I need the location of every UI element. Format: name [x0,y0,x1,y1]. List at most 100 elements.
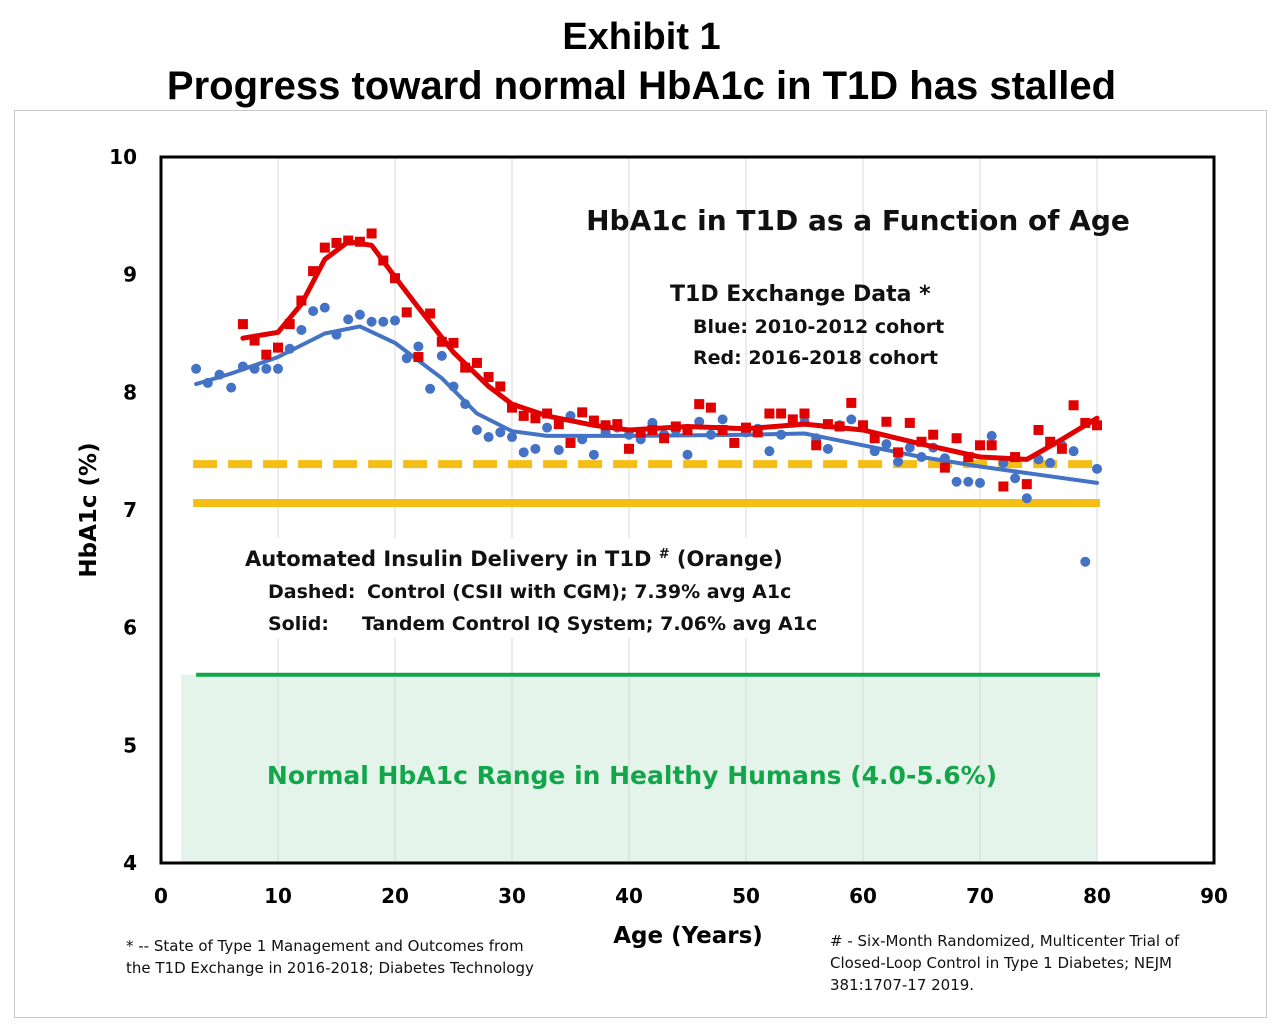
red-point [869,433,880,444]
blue-point [553,444,564,455]
y-tick-label: 8 [123,380,137,404]
dashed-description: Control (CSII with CGM); 7.39% avg A1c [367,581,791,603]
blue-point [354,309,365,320]
blue-point [986,430,997,441]
y-tick-label: 9 [123,263,137,287]
red-point [975,440,985,451]
red-point [1092,420,1102,431]
solid-description: Tandem Control IQ System; 7.06% avg A1c [362,613,817,635]
red-point [425,308,436,319]
footnote-left-line2: the T1D Exchange in 2016-2018; Diabetes … [126,959,534,977]
red-point [530,413,541,424]
x-tick-label: 60 [849,884,877,908]
x-tick-label: 40 [615,884,643,908]
blue-point [1021,493,1032,504]
footnote-right-line2: Closed-Loop Control in Type 1 Diabetes; … [830,954,1172,972]
red-point [659,433,670,444]
red-point [764,408,775,419]
footnote-right-line1: # - Six-Month Randomized, Multicenter Tr… [830,932,1180,950]
red-point [588,415,599,426]
blue-point [1080,556,1091,567]
y-tick-label: 6 [123,616,137,640]
chart-frame [14,110,1267,1018]
blue-point [1010,473,1021,484]
chart-title: HbA1c in T1D as a Function of Age [586,204,1130,237]
red-point [963,452,974,463]
red-point [436,336,447,347]
red-point [881,416,892,427]
blue-point [764,446,775,457]
x-tick-label: 90 [1200,884,1228,908]
red-point [1021,479,1032,490]
blue-point [1068,446,1079,457]
red-point [624,443,634,454]
red-point [577,407,588,418]
blue-point [588,449,599,460]
red-point [729,437,740,448]
data-layer [191,228,1102,567]
red-point [308,266,319,277]
blue-point [881,439,892,450]
red-point [1033,424,1044,435]
legend-heading: T1D Exchange Data * [670,282,931,307]
red-point [1068,400,1079,411]
solid-label: Solid: [268,613,329,635]
red-point [705,402,716,413]
blue-point [682,449,693,460]
red-point [694,399,705,410]
blue-point [518,447,529,458]
red-point [483,372,494,383]
blue-point [308,306,319,317]
red-point [752,427,763,438]
x-tick-label: 0 [154,884,168,908]
aid-title: Automated Insulin Delivery in T1D # (Ora… [245,547,783,571]
aid-footnote-mark: # [659,547,670,562]
red-point [553,419,564,430]
blue-point [893,456,904,467]
red-point [811,440,822,451]
red-point [799,408,810,419]
dashed-label: Dashed: [268,581,356,603]
axes-layer: 0 10 20 30 40 50 60 70 80 90 4 5 6 7 8 9 10 Age (Years) Hb… [76,145,1228,949]
red-point [261,349,272,360]
footnote-left: * -- State of Type 1 Management and Outc… [126,935,534,979]
blue-point [191,363,202,374]
blue-point [822,443,833,454]
blue-point [319,302,330,313]
red-point [401,307,412,318]
red-point [565,437,576,448]
blue-point [425,383,436,394]
red-point [858,420,868,431]
red-point [928,429,939,440]
blue-point [542,422,553,433]
red-point [471,357,482,368]
red-point [495,381,506,392]
blue-point [296,324,307,335]
blue-point [951,476,962,487]
red-point [518,410,529,421]
red-point [682,424,693,435]
exhibit-subtitle: Progress toward normal HbA1c in T1D has … [166,64,1117,108]
y-tick-label: 10 [109,145,137,169]
exhibit-title: Exhibit 1 [562,16,721,58]
blue-trend-line [194,324,1099,485]
background-layer [181,674,1098,863]
blue-point [273,363,283,374]
red-point [846,397,857,408]
red-point [904,417,915,428]
red-point [635,427,646,438]
red-point [413,352,424,363]
red-point [939,462,950,473]
normal-range-shading [181,674,1098,863]
blue-point [1045,457,1056,468]
red-point [998,481,1009,492]
red-point [1045,436,1056,447]
grid-layer [277,157,1098,863]
red-point [319,242,330,253]
blue-point [226,382,237,393]
blue-point [343,314,354,325]
blue-point [366,316,377,327]
y-tick-label: 4 [123,851,137,875]
blue-point [261,363,272,374]
